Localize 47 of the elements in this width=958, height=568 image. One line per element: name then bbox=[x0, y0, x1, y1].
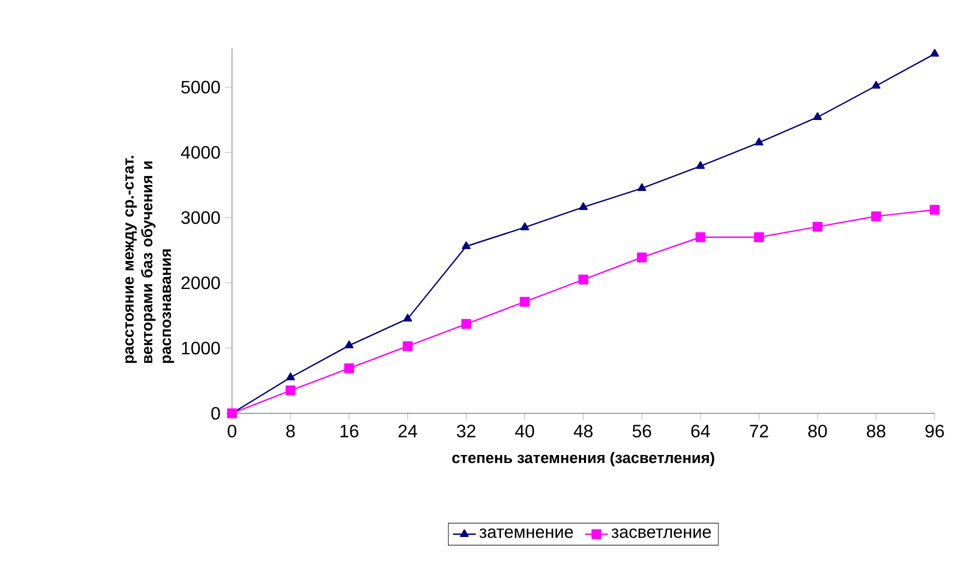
x-tick-label: 64 bbox=[691, 424, 710, 438]
point bbox=[402, 341, 413, 352]
x-tick-label: 88 bbox=[866, 424, 886, 438]
point bbox=[812, 222, 822, 232]
x-tick-label: 0 bbox=[228, 424, 236, 438]
point bbox=[930, 204, 940, 215]
x-axis-title: степень затемнения (засветления) bbox=[452, 452, 714, 466]
y-tick-label: 4000 bbox=[181, 146, 220, 159]
x-tick-label: 80 bbox=[808, 424, 827, 438]
y-tick-label: 3000 bbox=[181, 211, 220, 224]
point bbox=[344, 363, 354, 374]
legend-label: засветление bbox=[612, 528, 711, 538]
x-tick-label: 40 bbox=[515, 424, 534, 438]
point bbox=[930, 48, 940, 57]
x-tick-label: 8 bbox=[286, 424, 295, 438]
y-axis-title: расстояние между ср.-стат. векторами баз обучения и распознавания bbox=[125, 156, 174, 363]
point bbox=[286, 386, 296, 396]
x-tick-label: 96 bbox=[925, 424, 944, 438]
x-tick-label: 56 bbox=[632, 424, 652, 438]
point bbox=[520, 296, 530, 307]
point bbox=[286, 372, 295, 380]
x-tick-label: 24 bbox=[398, 424, 418, 438]
point bbox=[638, 183, 646, 192]
point bbox=[872, 80, 880, 89]
y-tick-label: 0 bbox=[211, 406, 220, 420]
point bbox=[462, 241, 471, 250]
point bbox=[578, 202, 588, 210]
point bbox=[344, 340, 354, 348]
point bbox=[696, 161, 705, 169]
point bbox=[754, 138, 764, 146]
y-tick-label: 1000 bbox=[182, 342, 220, 354]
x-tick-label: 72 bbox=[750, 424, 768, 438]
point bbox=[696, 232, 706, 242]
point bbox=[871, 211, 882, 222]
y-tick-label: 5000 bbox=[181, 80, 220, 94]
x-tick-label: 32 bbox=[456, 424, 476, 438]
legend-label: затемнение bbox=[480, 528, 573, 538]
point bbox=[461, 319, 472, 329]
x-tick-label: 48 bbox=[574, 424, 593, 438]
x-tick-label: 16 bbox=[340, 424, 358, 438]
point bbox=[754, 232, 764, 242]
point bbox=[636, 252, 647, 262]
point bbox=[520, 222, 530, 230]
point bbox=[578, 274, 588, 285]
y-tick-label: 2000 bbox=[181, 276, 220, 290]
point bbox=[403, 314, 412, 322]
point bbox=[813, 112, 822, 120]
